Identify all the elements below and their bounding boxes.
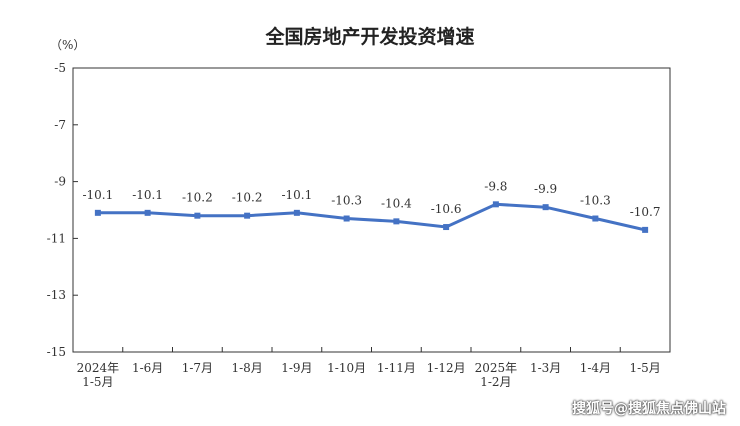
x-tick-label: 1-7月 bbox=[182, 361, 213, 375]
data-label: -9.9 bbox=[534, 182, 557, 196]
data-label: -10.1 bbox=[281, 188, 312, 202]
x-tick-label: 1-3月 bbox=[530, 361, 561, 375]
x-tick-label: 2024年 1-5月 bbox=[77, 361, 120, 389]
data-label: -10.3 bbox=[580, 194, 611, 208]
plot-area-border bbox=[72, 67, 671, 353]
y-axis: -5 -7 -9 -11 -13 -15 bbox=[47, 61, 78, 359]
data-point bbox=[492, 201, 499, 208]
y-tick-label: -11 bbox=[47, 231, 66, 245]
x-tick-label: 1-10月 bbox=[327, 361, 366, 375]
data-label: -10.1 bbox=[82, 188, 113, 202]
chart-title: 全国房地产开发投资增速 bbox=[265, 26, 475, 48]
x-tick-label: 1-6月 bbox=[132, 361, 163, 375]
data-point bbox=[642, 226, 649, 233]
watermark: 搜狐号@搜狐焦点佛山站 bbox=[572, 401, 726, 417]
data-label: -10.4 bbox=[381, 196, 412, 210]
y-tick-label: -13 bbox=[47, 288, 66, 302]
data-label: -10.6 bbox=[431, 202, 462, 216]
data-point bbox=[293, 209, 300, 216]
y-tick-label: -9 bbox=[54, 175, 66, 189]
data-point bbox=[94, 209, 101, 216]
x-tick-label: 2025年 1-2月 bbox=[475, 361, 518, 389]
x-tick-label: 1-11月 bbox=[377, 361, 416, 375]
data-point bbox=[343, 215, 350, 222]
data-label: -10.3 bbox=[331, 194, 362, 208]
data-point bbox=[393, 218, 400, 225]
data-points bbox=[94, 201, 649, 233]
data-label: -10.2 bbox=[232, 191, 263, 205]
x-tick-label: 1-5月 bbox=[629, 361, 660, 375]
data-point bbox=[244, 212, 251, 219]
y-tick-label: -15 bbox=[47, 345, 66, 359]
data-point bbox=[194, 212, 201, 219]
y-axis-unit: （%） bbox=[50, 38, 86, 52]
data-label: -10.2 bbox=[182, 191, 213, 205]
data-point bbox=[542, 204, 549, 211]
data-label: -10.7 bbox=[630, 205, 661, 219]
data-point bbox=[443, 224, 450, 231]
x-tick-label: 1-8月 bbox=[231, 361, 262, 375]
x-axis: 2024年 1-5月 1-6月 1-7月 1-8月 1-9月 1-10月 1-11月 1-12月… bbox=[77, 347, 661, 389]
data-labels: -10.1 -10.1 -10.2 -10.2 -10.1 -10.3 -10.4 -10.6… bbox=[82, 179, 660, 219]
x-tick-label: 1-4月 bbox=[580, 361, 611, 375]
data-label: -9.8 bbox=[484, 179, 507, 193]
data-label: -10.1 bbox=[132, 188, 163, 202]
data-point bbox=[592, 215, 599, 222]
x-tick-label: 1-9月 bbox=[281, 361, 312, 375]
series-line bbox=[97, 202, 646, 232]
data-point bbox=[144, 209, 151, 216]
y-tick-label: -7 bbox=[54, 118, 66, 132]
x-tick-label: 1-12月 bbox=[427, 361, 466, 375]
y-tick-label: -5 bbox=[54, 61, 66, 75]
